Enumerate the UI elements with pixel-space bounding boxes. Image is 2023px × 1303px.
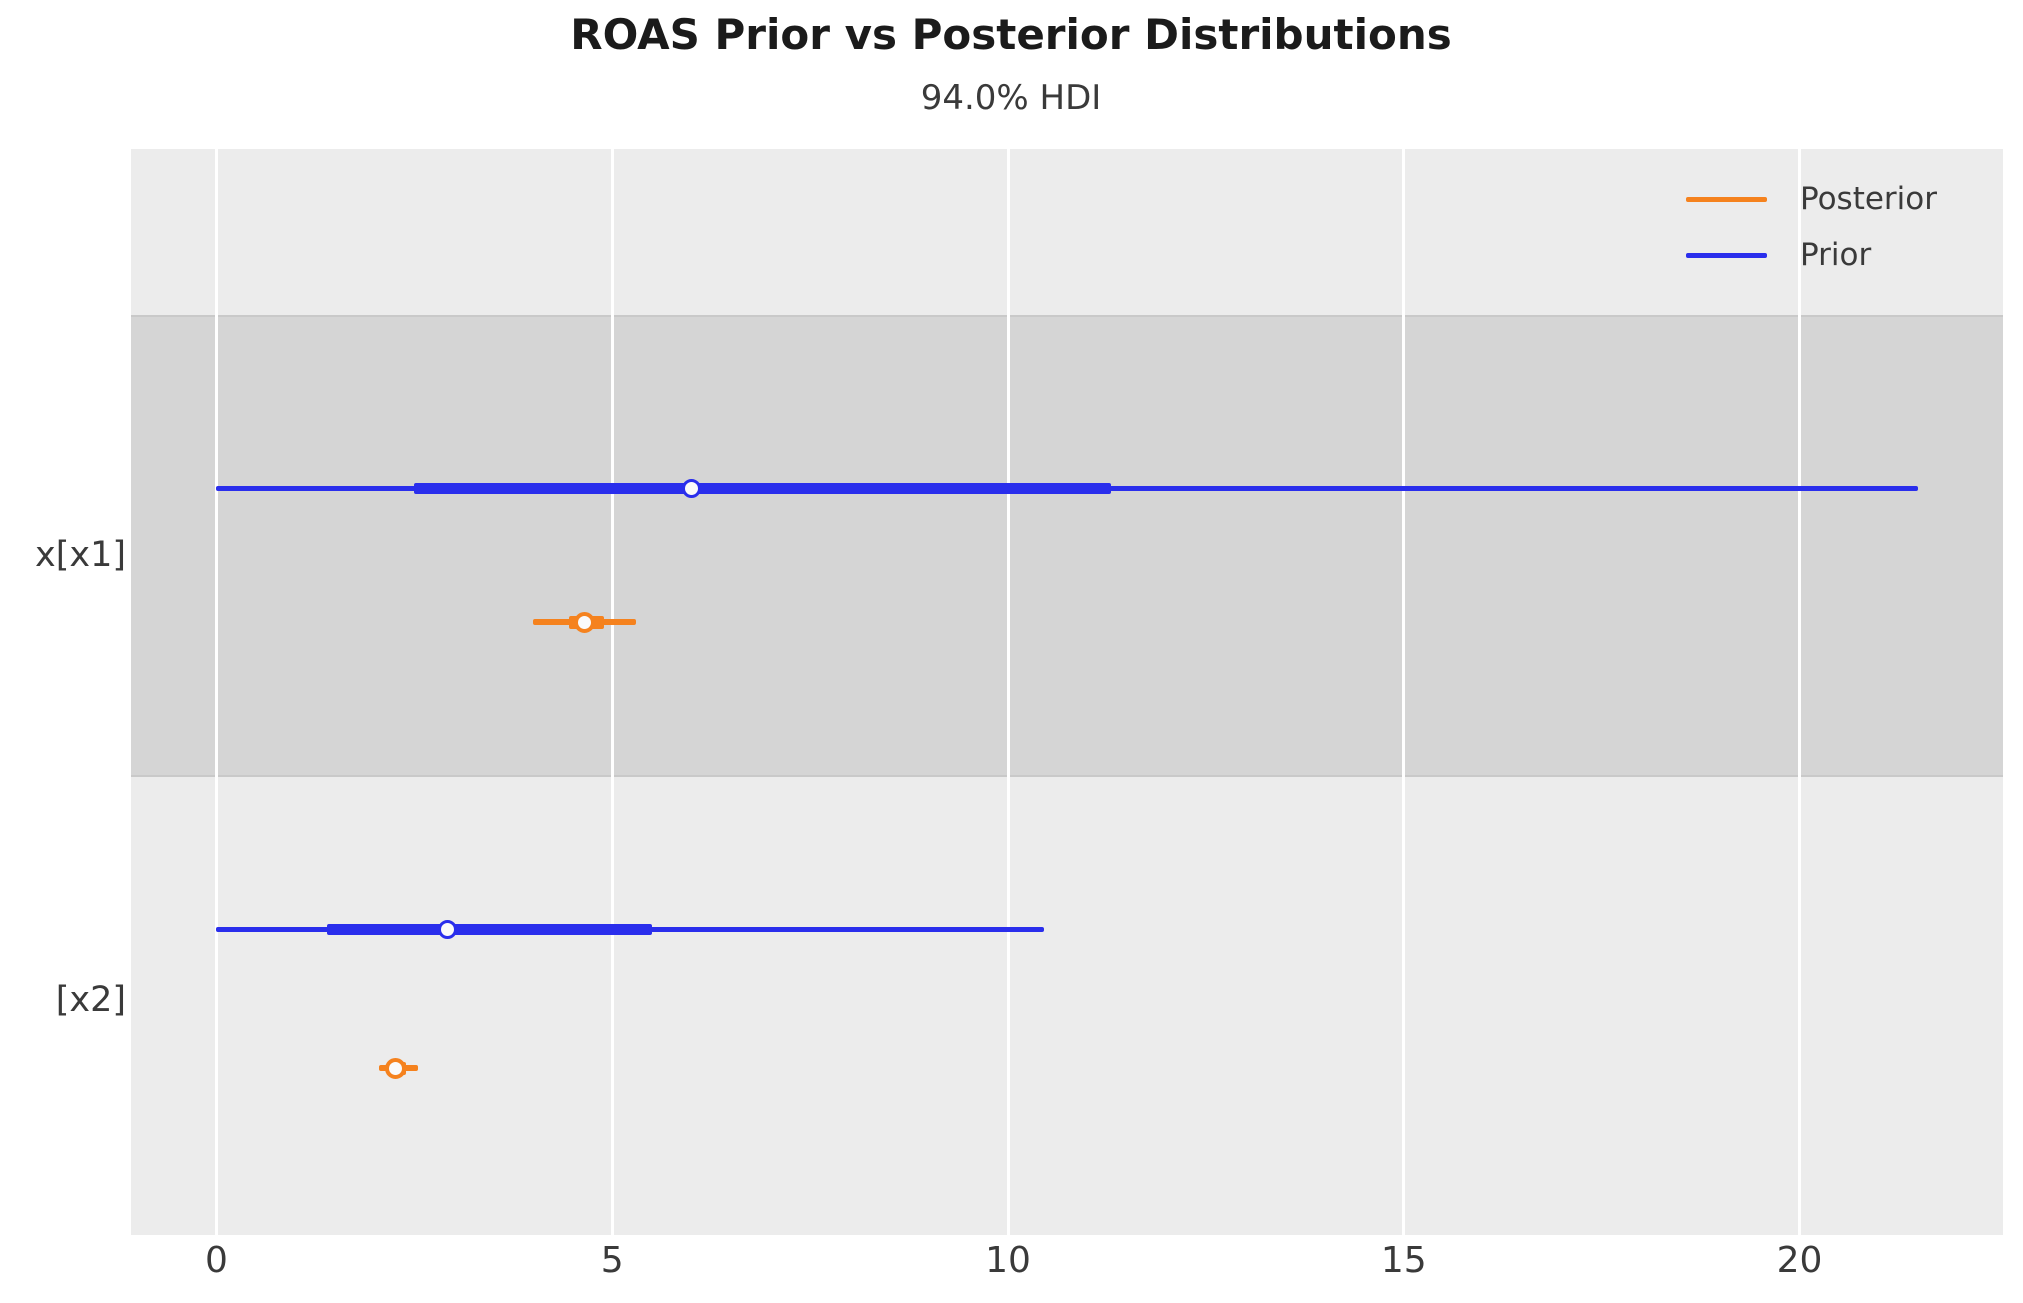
- gridline: [214, 149, 218, 1235]
- legend-label-prior: Prior: [1800, 236, 1872, 273]
- chart-title: ROAS Prior vs Posterior Distributions: [570, 10, 1452, 59]
- x-tick-label: 20: [1776, 1240, 1823, 1281]
- y-axis-label: x[x1]: [34, 535, 126, 575]
- x-tick-label: 10: [985, 1240, 1031, 1281]
- legend-item-posterior: Posterior: [1686, 176, 1937, 222]
- gridline: [1006, 149, 1010, 1235]
- posterior-line-swatch: [1686, 196, 1767, 202]
- chart-subtitle: 94.0% HDI: [920, 78, 1102, 118]
- gridline: [610, 149, 614, 1235]
- prior-x[x1]-thick-line: [414, 482, 1111, 494]
- x-tick-label: 15: [1380, 1240, 1427, 1281]
- x-tick-label: 0: [205, 1240, 228, 1281]
- prior-line-swatch: [1686, 252, 1767, 258]
- legend-item-prior: Prior: [1686, 232, 1937, 278]
- posterior-x[x1]-median-marker: [574, 611, 596, 633]
- prior-x[x1]-median-marker: [681, 478, 701, 498]
- posterior-[x2]-median-marker: [384, 1057, 406, 1079]
- x-tick-label: 5: [600, 1240, 624, 1281]
- gridline: [1402, 149, 1406, 1235]
- legend-label-posterior: Posterior: [1800, 180, 1938, 217]
- gridline: [1798, 149, 1802, 1235]
- legend: Posterior Prior: [1686, 176, 1937, 278]
- y-axis-label: [x2]: [55, 980, 126, 1020]
- prior-[x2]-thick-line: [327, 923, 652, 935]
- row-shading-band: [131, 315, 2003, 777]
- prior-[x2]-median-marker: [438, 919, 458, 939]
